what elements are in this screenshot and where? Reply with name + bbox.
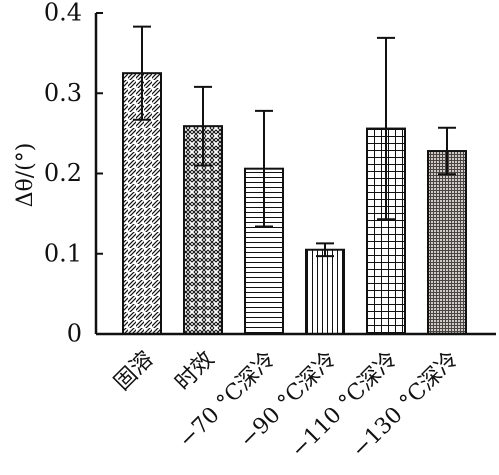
x-tick-label-1: 固溶 (110, 347, 159, 396)
y-tick-label-2: 0.1 (44, 239, 82, 267)
bars-layer (122, 72, 467, 335)
error-bars-layer (133, 25, 456, 258)
bar-6 (427, 150, 467, 335)
y-tick-label-3: 0.2 (44, 159, 82, 187)
axes (94, 12, 496, 336)
bar-4 (305, 248, 345, 335)
x-tick-label-6: −130 °C深冷 (347, 347, 463, 463)
x-tick-label-2: 时效 (171, 347, 220, 396)
x-tick-label-5: −110 °C深冷 (286, 347, 402, 463)
y-tick-label-5: 0.4 (44, 0, 82, 27)
y-axis-label: Δθ/(°) (13, 143, 38, 208)
y-tick-label-1: 0 (67, 320, 82, 348)
y-tick-label-4: 0.3 (44, 79, 82, 107)
bar-5 (366, 127, 406, 335)
